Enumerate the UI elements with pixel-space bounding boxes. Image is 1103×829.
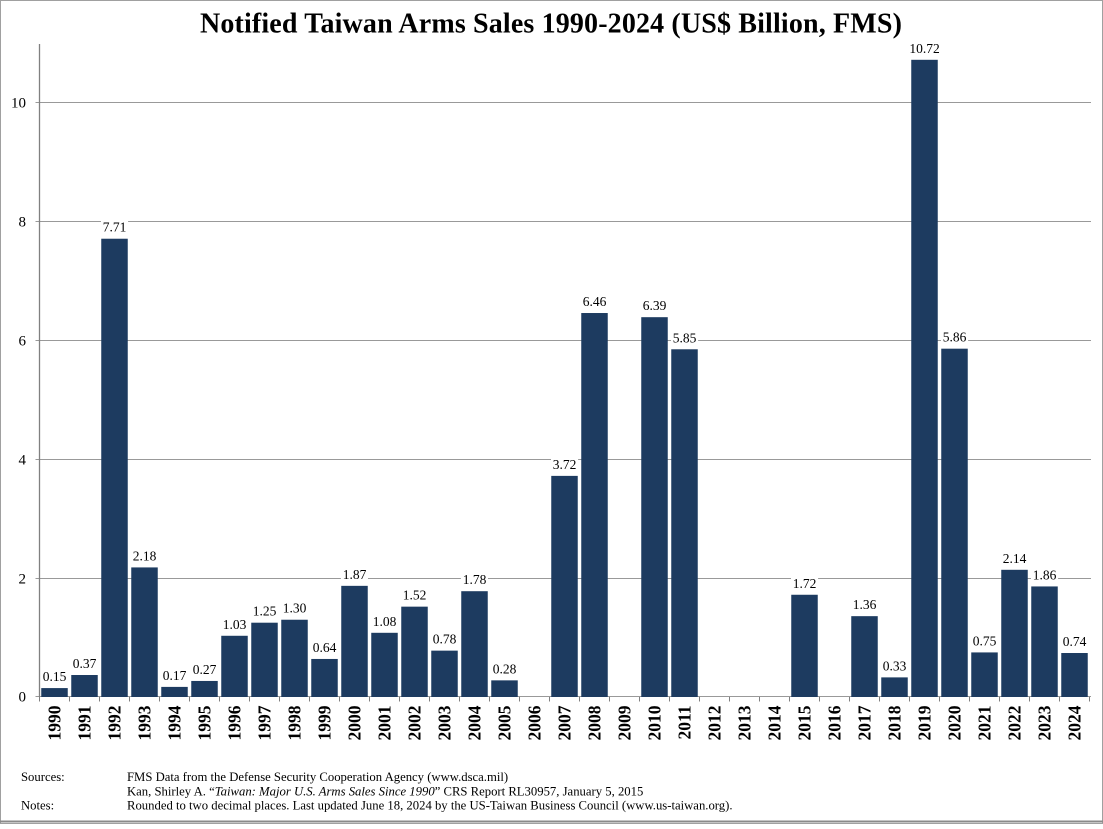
svg-text:Notified Taiwan Arms Sales 199: Notified Taiwan Arms Sales 1990-2024 (US…: [200, 9, 902, 40]
svg-text:2.18: 2.18: [133, 548, 157, 563]
svg-text:6.46: 6.46: [583, 294, 607, 309]
svg-text:1.72: 1.72: [793, 576, 817, 591]
svg-text:3.72: 3.72: [553, 457, 577, 472]
svg-text:1.30: 1.30: [283, 601, 307, 616]
svg-text:2.14: 2.14: [1003, 551, 1027, 566]
svg-text:0.74: 0.74: [1063, 634, 1087, 649]
svg-text:2004: 2004: [464, 705, 484, 740]
svg-text:0.75: 0.75: [973, 633, 997, 648]
svg-text:2006: 2006: [524, 705, 544, 740]
svg-text:2001: 2001: [374, 706, 394, 741]
svg-text:2022: 2022: [1004, 706, 1024, 741]
svg-text:1994: 1994: [164, 705, 184, 740]
svg-text:2000: 2000: [344, 705, 364, 740]
svg-text:0.28: 0.28: [493, 661, 517, 676]
svg-text:1993: 1993: [134, 705, 154, 740]
svg-text:2012: 2012: [704, 706, 724, 741]
svg-text:1.08: 1.08: [373, 614, 397, 629]
svg-text:2011: 2011: [674, 706, 694, 740]
svg-text:2014: 2014: [764, 705, 784, 740]
svg-text:Kan, Shirley A. “Taiwan: Major: Kan, Shirley A. “Taiwan: Major U.S. Arms…: [127, 785, 643, 799]
svg-text:8: 8: [19, 214, 27, 230]
svg-text:4: 4: [19, 452, 27, 468]
svg-text:1997: 1997: [254, 705, 274, 740]
svg-text:10.72: 10.72: [909, 41, 939, 56]
svg-text:2002: 2002: [404, 706, 424, 741]
svg-text:FMS Data from the Defense Secu: FMS Data from the Defense Security Coope…: [127, 770, 508, 784]
svg-text:2019: 2019: [914, 705, 934, 740]
svg-text:Rounded to two decimal places.: Rounded to two decimal places. Last upda…: [127, 799, 733, 813]
svg-text:2018: 2018: [884, 705, 904, 740]
svg-text:2010: 2010: [644, 705, 664, 740]
svg-text:1.25: 1.25: [253, 604, 277, 619]
svg-text:1.78: 1.78: [463, 572, 487, 587]
svg-text:0.17: 0.17: [163, 668, 187, 683]
svg-text:0.27: 0.27: [193, 662, 217, 677]
svg-text:1995: 1995: [194, 705, 214, 740]
svg-text:2003: 2003: [434, 705, 454, 740]
svg-text:0.64: 0.64: [313, 640, 337, 655]
svg-text:0.37: 0.37: [73, 656, 97, 671]
svg-text:2009: 2009: [614, 705, 634, 740]
svg-text:Notes:: Notes:: [21, 799, 54, 813]
svg-text:1.86: 1.86: [1033, 567, 1057, 582]
svg-text:1.52: 1.52: [403, 588, 427, 603]
svg-text:1999: 1999: [314, 705, 334, 740]
svg-text:7.71: 7.71: [103, 220, 127, 235]
svg-text:2015: 2015: [794, 705, 814, 740]
svg-text:2008: 2008: [584, 705, 604, 740]
svg-text:10: 10: [11, 95, 26, 111]
svg-text:0: 0: [19, 689, 27, 705]
svg-text:1991: 1991: [74, 706, 94, 741]
svg-text:2024: 2024: [1064, 705, 1084, 740]
svg-text:1990: 1990: [44, 705, 64, 740]
svg-text:1996: 1996: [224, 705, 244, 740]
svg-text:0.78: 0.78: [433, 632, 457, 647]
svg-text:1998: 1998: [284, 705, 304, 740]
svg-text:2021: 2021: [974, 706, 994, 741]
svg-text:5.86: 5.86: [943, 330, 967, 345]
svg-text:1.03: 1.03: [223, 617, 247, 632]
svg-text:6.39: 6.39: [643, 298, 667, 313]
svg-text:2: 2: [19, 571, 27, 587]
svg-text:2020: 2020: [944, 705, 964, 740]
svg-text:0.33: 0.33: [883, 658, 907, 673]
svg-text:1.87: 1.87: [343, 567, 367, 582]
svg-text:2016: 2016: [824, 705, 844, 740]
svg-text:1992: 1992: [104, 706, 124, 741]
svg-text:2013: 2013: [734, 705, 754, 740]
svg-text:2007: 2007: [554, 705, 574, 740]
svg-text:1.36: 1.36: [853, 597, 877, 612]
svg-text:6: 6: [19, 333, 27, 349]
svg-text:2023: 2023: [1034, 705, 1054, 740]
svg-text:2017: 2017: [854, 705, 874, 740]
svg-text:0.15: 0.15: [43, 669, 67, 684]
svg-text:2005: 2005: [494, 705, 514, 740]
svg-text:Sources:: Sources:: [21, 770, 65, 784]
svg-text:5.85: 5.85: [673, 330, 697, 345]
